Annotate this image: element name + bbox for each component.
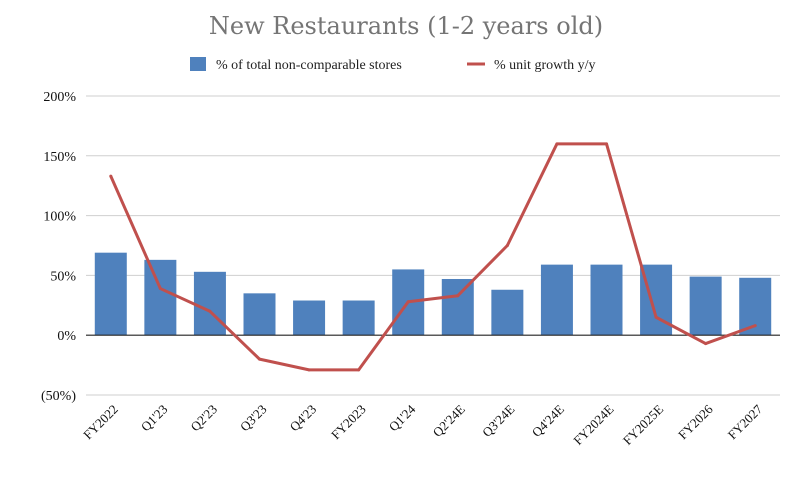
line-point (456, 294, 460, 298)
x-tick-label: Q1'24 (386, 401, 419, 434)
line-point (505, 244, 509, 247)
legend-swatch-bars (190, 57, 206, 71)
line-point (753, 324, 757, 328)
x-axis-ticks: FY2022 Q1'23 Q2'23 Q3'23 Q4'23 FY2023 Q1'24 Q2'… (80, 401, 766, 448)
x-tick-label: Q1'23 (138, 402, 171, 435)
bar (590, 264, 623, 336)
legend-label-bars: % of total non-comparable stores (216, 58, 402, 73)
x-tick-label: FY2024E (570, 401, 616, 447)
line-point (307, 368, 311, 372)
x-tick-label: Q4'24E (529, 401, 567, 439)
x-tick-label: Q2'23 (187, 402, 220, 435)
line-point (555, 142, 559, 146)
line-point (357, 368, 361, 372)
gridlines (86, 95, 780, 396)
x-tick-label: Q3'23 (237, 402, 270, 435)
x-tick-label: FY2022 (80, 402, 121, 443)
y-tick-label: 50% (50, 269, 76, 284)
line-series (109, 142, 757, 372)
bar-series (94, 252, 772, 336)
line-point (109, 174, 113, 178)
legend: % of total non-comparable stores % unit … (190, 57, 596, 73)
line-point (406, 300, 410, 304)
bar (193, 271, 226, 336)
x-tick-label: Q4'23 (287, 402, 320, 435)
y-tick-label: 200% (43, 90, 76, 105)
y-tick-label: 0% (57, 329, 76, 344)
line-point (158, 287, 162, 291)
y-tick-label: 100% (43, 210, 76, 225)
line-point (258, 357, 261, 361)
x-tick-label: FY2025E (620, 401, 666, 447)
x-tick-label: FY2026 (675, 401, 716, 442)
line-path (109, 142, 756, 372)
x-tick-label: Q2'24E (430, 401, 468, 439)
x-tick-label: FY2023 (328, 402, 369, 443)
bar (293, 300, 326, 336)
legend-label-line: % unit growth y/y (494, 58, 596, 73)
x-tick-label: FY2027 (725, 401, 766, 442)
bar (540, 264, 573, 336)
bar (689, 276, 722, 336)
y-tick-label: (50%) (41, 389, 76, 404)
y-axis-ticks: 200% 150% 100% 50% 0% (50%) (41, 90, 76, 404)
bar (144, 259, 177, 336)
line-point (654, 315, 658, 319)
bar (491, 289, 524, 336)
line-point (605, 142, 608, 146)
line-point (208, 309, 212, 313)
bar (342, 300, 375, 336)
bar (94, 252, 127, 336)
y-tick-label: 150% (43, 150, 76, 165)
chart-title: New Restaurants (1-2 years old) (209, 12, 603, 40)
bar (441, 278, 474, 336)
bar (243, 293, 276, 336)
x-tick-label: Q3'24E (479, 401, 517, 439)
line-point (704, 342, 708, 346)
